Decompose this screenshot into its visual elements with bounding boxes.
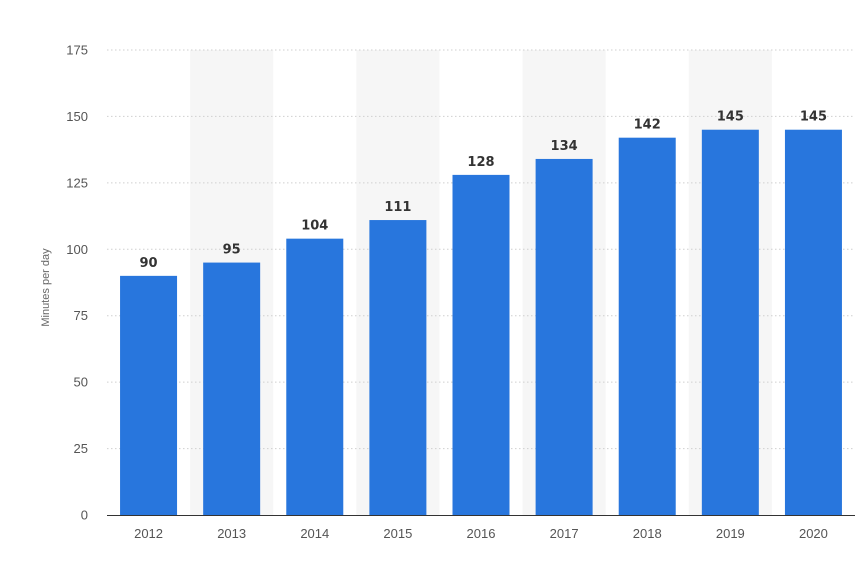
x-tick-label-2016: 2016 bbox=[467, 526, 496, 541]
y-tick-label-150: 150 bbox=[66, 109, 88, 124]
x-tick-label-2019: 2019 bbox=[716, 526, 745, 541]
bar-2017 bbox=[535, 158, 593, 515]
x-tick-label-2015: 2015 bbox=[383, 526, 412, 541]
y-tick-label-75: 75 bbox=[74, 308, 88, 323]
y-tick-label-125: 125 bbox=[66, 175, 88, 190]
bar-2013 bbox=[203, 262, 261, 515]
y-tick-label-0: 0 bbox=[81, 508, 88, 523]
data-label-2020: 145 bbox=[800, 110, 827, 125]
bar-2019 bbox=[701, 129, 759, 515]
bar-2014 bbox=[286, 238, 344, 515]
data-label-2015: 111 bbox=[384, 200, 411, 215]
y-tick-label-25: 25 bbox=[74, 441, 88, 456]
y-axis-label: Minutes per day bbox=[40, 248, 52, 327]
x-tick-label-2013: 2013 bbox=[217, 526, 246, 541]
y-tick-label-100: 100 bbox=[66, 242, 88, 257]
bar-series bbox=[120, 129, 842, 516]
data-label-2018: 142 bbox=[634, 118, 661, 133]
x-tick-label-2018: 2018 bbox=[633, 526, 662, 541]
data-label-2012: 90 bbox=[140, 256, 158, 271]
data-labels: 90 95 104 111 128 134 142 145 145 bbox=[140, 110, 828, 271]
data-label-2014: 104 bbox=[301, 219, 328, 234]
x-axis-tick-labels: 2012 2013 2014 2015 2016 2017 2018 2019 2020 bbox=[134, 526, 828, 541]
x-tick-label-2014: 2014 bbox=[300, 526, 329, 541]
bar-2020 bbox=[784, 129, 842, 515]
data-label-2019: 145 bbox=[717, 110, 744, 125]
data-label-2016: 128 bbox=[467, 155, 494, 170]
data-label-2013: 95 bbox=[223, 243, 241, 258]
y-tick-label-50: 50 bbox=[74, 375, 88, 390]
bar-2018 bbox=[618, 137, 676, 515]
x-tick-label-2012: 2012 bbox=[134, 526, 163, 541]
bar-2012 bbox=[120, 275, 178, 515]
y-tick-label-175: 175 bbox=[66, 43, 88, 58]
x-tick-label-2017: 2017 bbox=[550, 526, 579, 541]
y-axis-tick-labels: 0 25 50 75 100 125 150 175 bbox=[66, 43, 88, 523]
data-label-2017: 134 bbox=[551, 139, 578, 154]
x-tick-label-2020: 2020 bbox=[799, 526, 828, 541]
bar-2016 bbox=[452, 174, 510, 515]
bar-2015 bbox=[369, 220, 427, 516]
